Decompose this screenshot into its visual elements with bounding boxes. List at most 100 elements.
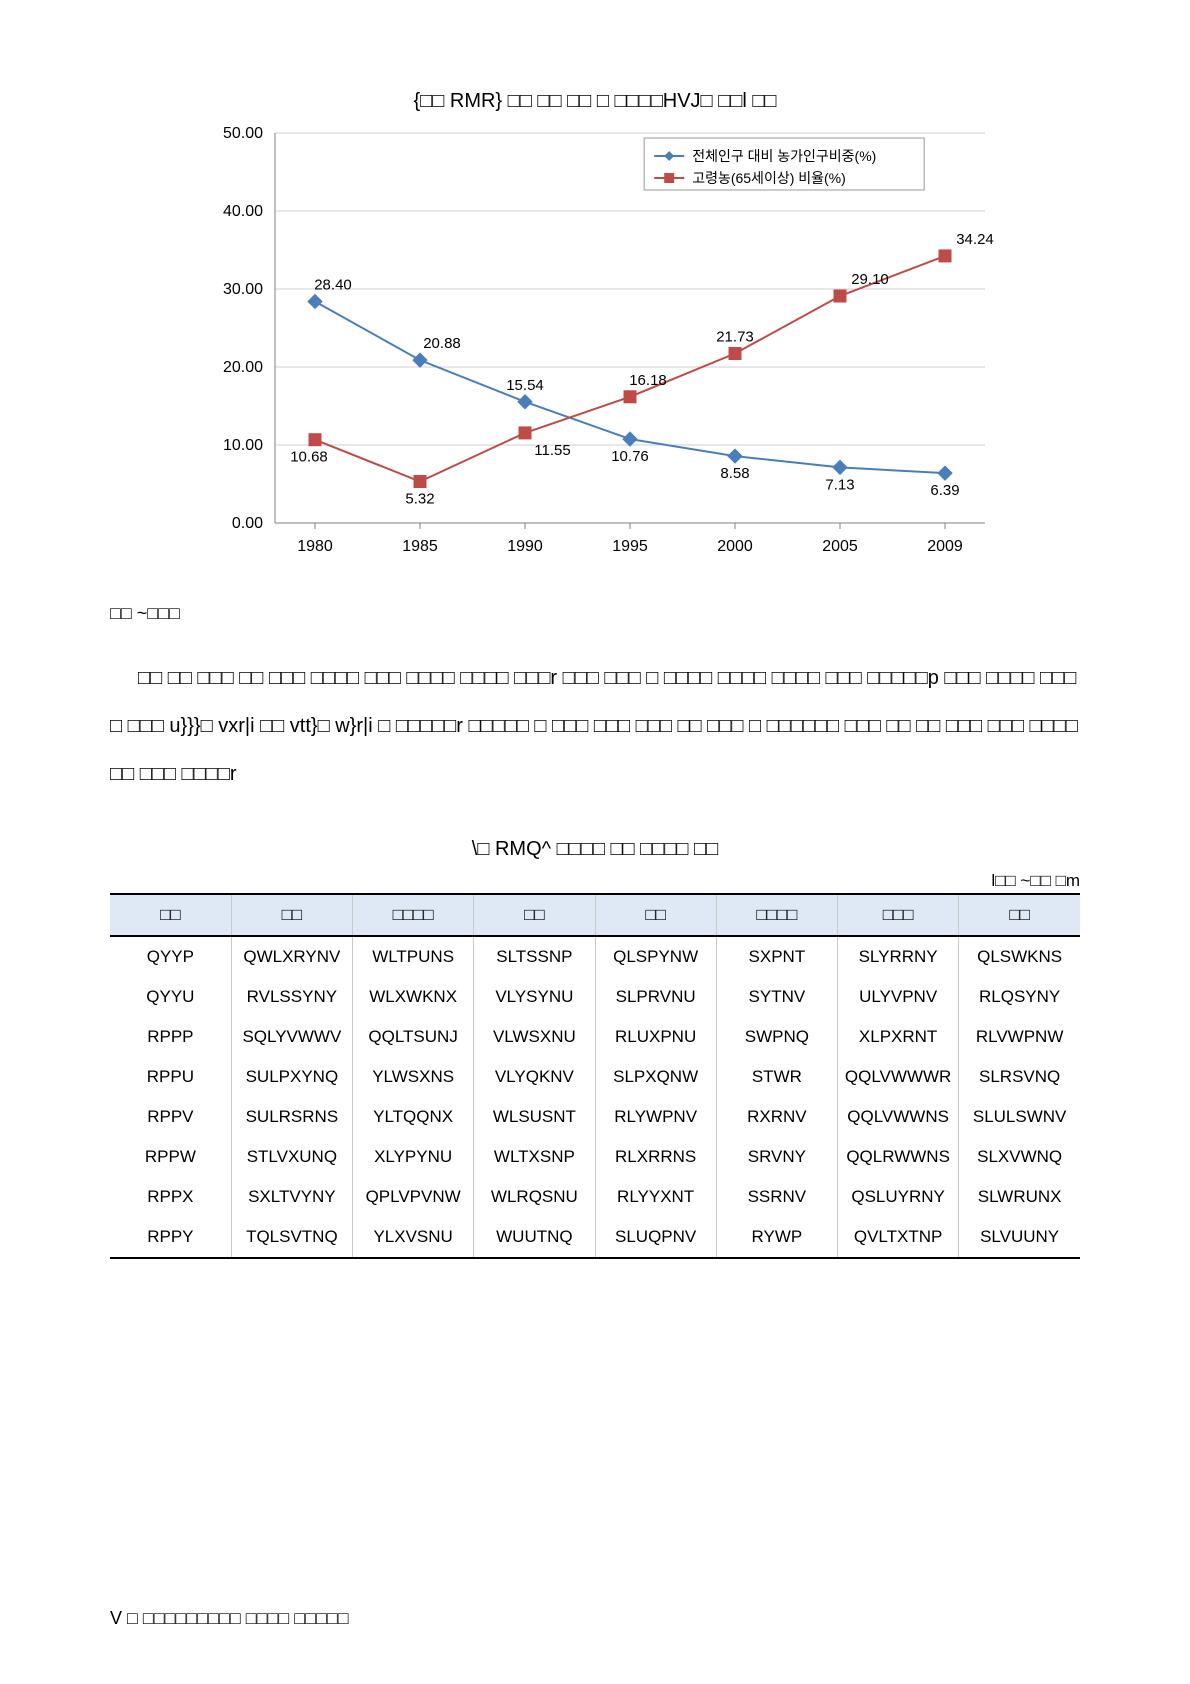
table-cell: WLSUSNT <box>474 1097 595 1137</box>
table-cell: SLPRVNU <box>595 977 716 1017</box>
table-cell: SLTSSNP <box>474 936 595 977</box>
chart-svg: 0.0010.0020.0030.0040.0050.0019801985199… <box>185 123 1005 573</box>
table-cell: STWR <box>716 1057 837 1097</box>
table-cell: RYWP <box>716 1217 837 1258</box>
table-cell: YLXVSNU <box>353 1217 474 1258</box>
table-cell: SYTNV <box>716 977 837 1017</box>
svg-text:21.73: 21.73 <box>716 329 754 346</box>
svg-text:8.58: 8.58 <box>720 465 749 482</box>
svg-text:29.10: 29.10 <box>851 271 889 288</box>
svg-text:20.00: 20.00 <box>223 359 263 376</box>
table-title: \□ RMQ^ □□□□ □□ □□□□ □□ <box>110 838 1080 861</box>
svg-text:20.88: 20.88 <box>423 335 461 352</box>
table-cell: SXPNT <box>716 936 837 977</box>
svg-text:1985: 1985 <box>402 538 438 555</box>
svg-text:0.00: 0.00 <box>232 515 263 532</box>
table-cell: SQLYVWWV <box>231 1017 352 1057</box>
svg-text:15.54: 15.54 <box>506 377 544 394</box>
table-header-cell: □□□ <box>838 894 959 936</box>
page-number: V □ □□□□□□□□□ □□□□ □□□□□ <box>110 1608 349 1629</box>
svg-text:10.00: 10.00 <box>223 437 263 454</box>
table-cell: RLYWPNV <box>595 1097 716 1137</box>
svg-text:6.39: 6.39 <box>930 482 959 499</box>
table-header-cell: □□ <box>959 894 1080 936</box>
table-cell: QYYU <box>110 977 231 1017</box>
table-row: RPPUSULPXYNQYLWSXNSVLYQKNVSLPXQNWSTWRQQL… <box>110 1057 1080 1097</box>
svg-text:고령농(65세이상) 비율(%): 고령농(65세이상) 비율(%) <box>692 170 846 186</box>
table-cell: QQLRWWNS <box>838 1137 959 1177</box>
table-cell: SRVNY <box>716 1137 837 1177</box>
chart-source-note: □□ ~□□□ <box>110 603 1080 624</box>
table-cell: RVLSSYNY <box>231 977 352 1017</box>
line-chart: 0.0010.0020.0030.0040.0050.0019801985199… <box>185 123 1005 573</box>
table-cell: SULRSRNS <box>231 1097 352 1137</box>
table-cell: TQLSVTNQ <box>231 1217 352 1258</box>
table-cell: QYYP <box>110 936 231 977</box>
svg-text:1980: 1980 <box>297 538 333 555</box>
table-cell: QPLVPVNW <box>353 1177 474 1217</box>
table-cell: YLWSXNS <box>353 1057 474 1097</box>
svg-text:34.24: 34.24 <box>956 231 994 248</box>
table-cell: RLYYXNT <box>595 1177 716 1217</box>
table-row: RPPPSQLYVWWVQQLTSUNJVLWSXNURLUXPNUSWPNQX… <box>110 1017 1080 1057</box>
svg-text:16.18: 16.18 <box>629 372 667 389</box>
table-header-cell: □□□□ <box>716 894 837 936</box>
table-cell: RPPW <box>110 1137 231 1177</box>
table-cell: SLYRRNY <box>838 936 959 977</box>
svg-text:2009: 2009 <box>927 538 963 555</box>
table-cell: SLWRUNX <box>959 1177 1080 1217</box>
table-cell: SSRNV <box>716 1177 837 1217</box>
table-cell: VLYQKNV <box>474 1057 595 1097</box>
svg-text:5.32: 5.32 <box>405 491 434 508</box>
table-cell: QLSPYNW <box>595 936 716 977</box>
table-cell: WLTXSNP <box>474 1137 595 1177</box>
table-row: RPPVSULRSRNSYLTQQNXWLSUSNTRLYWPNVRXRNVQQ… <box>110 1097 1080 1137</box>
svg-text:1990: 1990 <box>507 538 543 555</box>
table-cell: RPPU <box>110 1057 231 1097</box>
table-cell: QLSWKNS <box>959 936 1080 977</box>
table-cell: SLUQPNV <box>595 1217 716 1258</box>
table-cell: RLXRRNS <box>595 1137 716 1177</box>
table-cell: VLWSXNU <box>474 1017 595 1057</box>
svg-text:10.68: 10.68 <box>290 449 328 466</box>
table-cell: WLRQSNU <box>474 1177 595 1217</box>
table-cell: SLPXQNW <box>595 1057 716 1097</box>
table-cell: WLTPUNS <box>353 936 474 977</box>
table-row: RPPYTQLSVTNQYLXVSNUWUUTNQSLUQPNVRYWPQVLT… <box>110 1217 1080 1258</box>
table-cell: SULPXYNQ <box>231 1057 352 1097</box>
table-cell: RLVWPNW <box>959 1017 1080 1057</box>
svg-text:1995: 1995 <box>612 538 648 555</box>
table-cell: YLTQQNX <box>353 1097 474 1137</box>
table-cell: RXRNV <box>716 1097 837 1137</box>
data-table: □□□□□□□□□□□□□□□□□□□□□ QYYPQWLXRYNVWLTPUN… <box>110 893 1080 1259</box>
table-cell: SXLTVYNY <box>231 1177 352 1217</box>
table-cell: ULYVPNV <box>838 977 959 1017</box>
table-cell: RLQSYNY <box>959 977 1080 1017</box>
table-cell: WUUTNQ <box>474 1217 595 1258</box>
table-unit-note: l□□ ~□□ □m <box>110 871 1080 891</box>
table-cell: QWLXRYNV <box>231 936 352 977</box>
table-cell: STLVXUNQ <box>231 1137 352 1177</box>
table-row: QYYURVLSSYNYWLXWKNXVLYSYNUSLPRVNUSYTNVUL… <box>110 977 1080 1017</box>
table-cell: QSLUYRNY <box>838 1177 959 1217</box>
table-cell: SLVUUNY <box>959 1217 1080 1258</box>
table-header-cell: □□□□ <box>353 894 474 936</box>
table-cell: RPPV <box>110 1097 231 1137</box>
table-cell: SLULSWNV <box>959 1097 1080 1137</box>
svg-text:2005: 2005 <box>822 538 858 555</box>
svg-text:전체인구 대비 농가인구비중(%): 전체인구 대비 농가인구비중(%) <box>692 148 876 164</box>
table-cell: SLRSVNQ <box>959 1057 1080 1097</box>
table-cell: QVLTXTNP <box>838 1217 959 1258</box>
table-header-cell: □□ <box>595 894 716 936</box>
table-cell: RPPY <box>110 1217 231 1258</box>
svg-text:11.55: 11.55 <box>534 442 570 459</box>
table-cell: QQLVWWNS <box>838 1097 959 1137</box>
table-row: RPPWSTLVXUNQXLYPYNUWLTXSNPRLXRRNSSRVNYQQ… <box>110 1137 1080 1177</box>
table-cell: SLXVWNQ <box>959 1137 1080 1177</box>
table-cell: RPPX <box>110 1177 231 1217</box>
svg-text:2000: 2000 <box>717 538 753 555</box>
table-row: QYYPQWLXRYNVWLTPUNSSLTSSNPQLSPYNWSXPNTSL… <box>110 936 1080 977</box>
table-header-cell: □□ <box>110 894 231 936</box>
svg-text:7.13: 7.13 <box>825 476 854 493</box>
chart-title: {□□ RMR} □□ □□ □□ □ □□□□HVJ□ □□l □□ <box>110 90 1080 113</box>
